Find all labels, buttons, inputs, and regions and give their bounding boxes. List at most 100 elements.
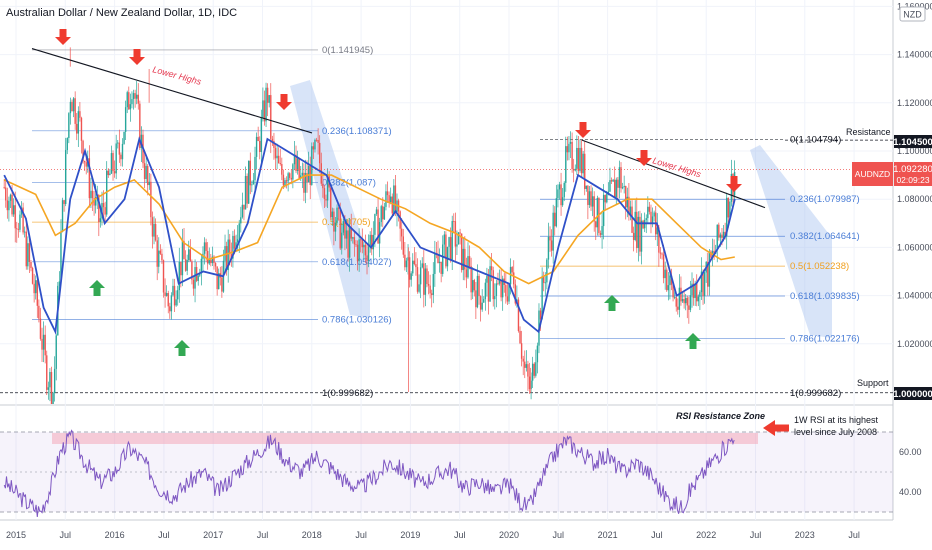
rsi-note-line-2: level since July 2008 — [794, 427, 877, 437]
time-tick-label: Jul — [454, 530, 466, 540]
candle-body — [481, 302, 483, 310]
currency-badge[interactable] — [899, 6, 926, 22]
candle-body — [699, 292, 701, 297]
candle-body — [191, 261, 193, 280]
candle-body — [218, 273, 220, 290]
fib-label: 0.5(1.052238) — [790, 261, 849, 272]
candle-body — [541, 277, 543, 320]
candle-body — [341, 232, 343, 249]
time-tick-label: 2020 — [499, 530, 519, 540]
candle-body — [388, 195, 390, 203]
candle-body — [640, 220, 643, 252]
price-tag-value: 1.092280 — [893, 164, 932, 175]
candle-body — [459, 232, 461, 234]
candle-body — [399, 211, 401, 229]
rsi-axis[interactable]: 60.00 40.00 — [899, 447, 922, 497]
candle-body — [88, 158, 91, 199]
candle-body — [107, 170, 109, 176]
fib-label: 0.618(1.039835) — [790, 291, 860, 302]
candle-body — [385, 191, 387, 207]
candle-body — [35, 280, 37, 294]
candle-body — [356, 244, 359, 262]
candle-body — [281, 164, 283, 175]
candle-body — [183, 241, 185, 260]
candle-body — [68, 113, 70, 138]
ma-fast-line — [3, 136, 736, 335]
candle-body — [169, 306, 171, 312]
candle-body — [587, 185, 589, 205]
candle-body — [120, 154, 122, 160]
candle-body — [686, 297, 688, 306]
candle-body — [427, 284, 430, 286]
candle-body — [519, 330, 521, 344]
candle-body — [524, 361, 526, 368]
candle-body — [558, 184, 561, 190]
candle-body — [651, 216, 654, 224]
time-tick-label: 2022 — [696, 530, 716, 540]
candle-body — [282, 174, 285, 186]
candle-body — [298, 158, 300, 179]
candle-body — [69, 101, 72, 114]
candle-body — [401, 228, 403, 237]
candle-body — [462, 248, 464, 271]
candle-body — [270, 95, 272, 139]
candle-body — [46, 355, 48, 390]
candle-body — [726, 197, 728, 237]
candle-body — [320, 163, 322, 184]
candle-body — [266, 87, 269, 103]
candle-body — [25, 231, 27, 267]
candle-body — [28, 243, 31, 263]
candle-body — [301, 172, 304, 176]
candle-body — [620, 167, 622, 189]
candle-body — [175, 299, 177, 306]
ma-slow-line — [3, 174, 735, 285]
candle-body — [721, 234, 723, 238]
candle-body — [161, 253, 163, 261]
candle-body — [415, 264, 417, 268]
candle-body — [576, 147, 578, 169]
candle-body — [636, 211, 638, 249]
candle-body — [27, 243, 29, 267]
price-tick-label: 1.060000 — [897, 242, 932, 252]
candle-body — [63, 200, 65, 204]
candle-body — [410, 273, 412, 280]
candle-body — [457, 232, 460, 245]
candle-body — [262, 100, 264, 119]
candle-body — [527, 364, 529, 377]
candle-body — [460, 233, 463, 271]
candle-body — [199, 273, 201, 276]
candle-body — [451, 221, 453, 260]
candle-body — [145, 165, 147, 179]
candle-body — [593, 196, 595, 222]
candle-body — [536, 345, 539, 363]
candle-body — [584, 153, 586, 189]
candle-body — [50, 372, 53, 404]
candle-body — [588, 191, 591, 205]
candle-body — [688, 305, 690, 310]
candle-body — [131, 99, 133, 105]
candle-body — [648, 206, 651, 212]
candle-body — [609, 180, 611, 192]
price-tick-label: 1.020000 — [897, 339, 932, 349]
candle-body — [402, 236, 405, 255]
down-arrow — [636, 150, 652, 166]
candle-body — [137, 94, 139, 104]
candle-body — [172, 285, 174, 296]
candle-body — [724, 231, 726, 237]
candle-body — [468, 256, 471, 267]
candle-body — [158, 250, 160, 267]
price-axis[interactable]: 1.160000 1.140000 1.120000 1.100000 1.080000… — [897, 1, 932, 348]
candle-body — [290, 177, 292, 180]
time-tick-label: 2023 — [795, 530, 815, 540]
time-axis[interactable]: 2015 Jul 2016 Jul 2017 Jul 2018 Jul 2019 Jul 2020 J… — [6, 530, 860, 540]
fib-label: 0.786(1.022176) — [790, 334, 860, 345]
candle-body — [596, 197, 599, 228]
candle-body — [408, 257, 411, 280]
up-arrow — [174, 340, 190, 356]
candle-body — [632, 232, 635, 240]
candle-body — [631, 206, 633, 233]
candle-body — [419, 267, 422, 285]
candle-body — [289, 173, 291, 178]
candle-body — [634, 211, 636, 240]
